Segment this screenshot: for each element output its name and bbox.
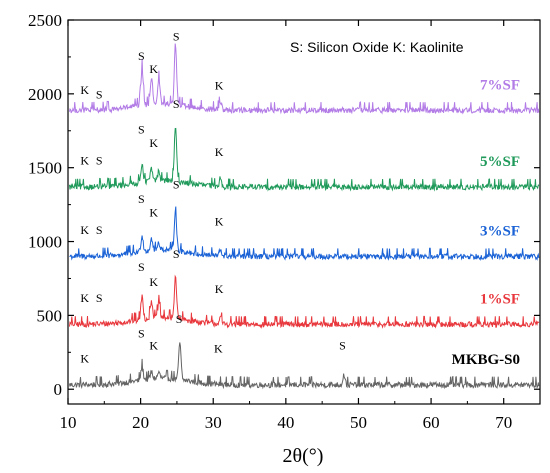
y-tick-label: 1500 (28, 159, 62, 178)
peak-label: S (96, 154, 103, 168)
y-tick-label: 2000 (28, 85, 62, 104)
series-line-5%SF (69, 127, 540, 192)
series-label: 3%SF (480, 224, 520, 240)
x-tick-label: 10 (60, 413, 77, 432)
x-tick-label: 40 (277, 413, 294, 432)
series-line-7%SF (69, 43, 540, 115)
peak-label: K (80, 83, 89, 97)
peak-label: S (173, 247, 180, 261)
peak-label: S (138, 192, 145, 206)
peak-label: S (96, 87, 103, 101)
x-axis-title: 2θ(°) (283, 445, 324, 467)
plot-frame (67, 19, 541, 405)
peak-label: K (80, 291, 89, 305)
series-label: 5%SF (480, 154, 520, 170)
peak-label: K (80, 223, 89, 237)
peak-label: S (173, 30, 180, 44)
y-tick-label: 500 (37, 306, 63, 325)
y-tick-label: 2500 (28, 11, 62, 30)
series-line-1%SF (69, 274, 540, 330)
series-line-3%SF (69, 206, 540, 262)
peak-label: S (173, 97, 180, 111)
x-tick-label: 70 (495, 413, 512, 432)
series-label: 1%SF (480, 292, 520, 308)
peak-label: K (214, 341, 223, 355)
peak-label: K (215, 214, 224, 228)
series-layer (69, 43, 540, 390)
series-label: MKBG-S0 (452, 352, 520, 368)
peak-label: K (80, 154, 89, 168)
series-line-MKBG-S0 (69, 342, 540, 390)
peak-label: S (176, 312, 183, 326)
x-tick-label: 60 (423, 413, 440, 432)
peak-label: K (80, 352, 89, 366)
x-tick-label: 30 (205, 413, 222, 432)
peak-label: S (138, 327, 145, 341)
peak-label: S (96, 291, 103, 305)
peak-label: K (149, 275, 158, 289)
peak-label: S (339, 338, 346, 352)
peak-label: K (149, 136, 158, 150)
legend-note: S: Silicon Oxide K: Kaolinite (290, 39, 464, 55)
x-tick-label: 20 (132, 413, 149, 432)
peak-label: K (215, 145, 224, 159)
peak-label: S (173, 177, 180, 191)
peak-label: K (215, 282, 224, 296)
axes-layer: 10 20 30 40 50 60 70 0 500 1000 1500 2000 2500 (28, 11, 541, 432)
peak-label: K (215, 78, 224, 92)
series-label: 7%SF (480, 77, 520, 93)
peak-label: K (149, 205, 158, 219)
peak-label: S (138, 123, 145, 137)
peak-label: K (149, 62, 158, 76)
peak-label: S (96, 223, 103, 237)
y-tick-label: 0 (54, 380, 63, 399)
peak-label: S (138, 260, 145, 274)
y-tick-label: 1000 (28, 233, 62, 252)
peak-label: S (138, 49, 145, 63)
peak-label: K (149, 338, 158, 352)
x-tick-label: 50 (350, 413, 367, 432)
